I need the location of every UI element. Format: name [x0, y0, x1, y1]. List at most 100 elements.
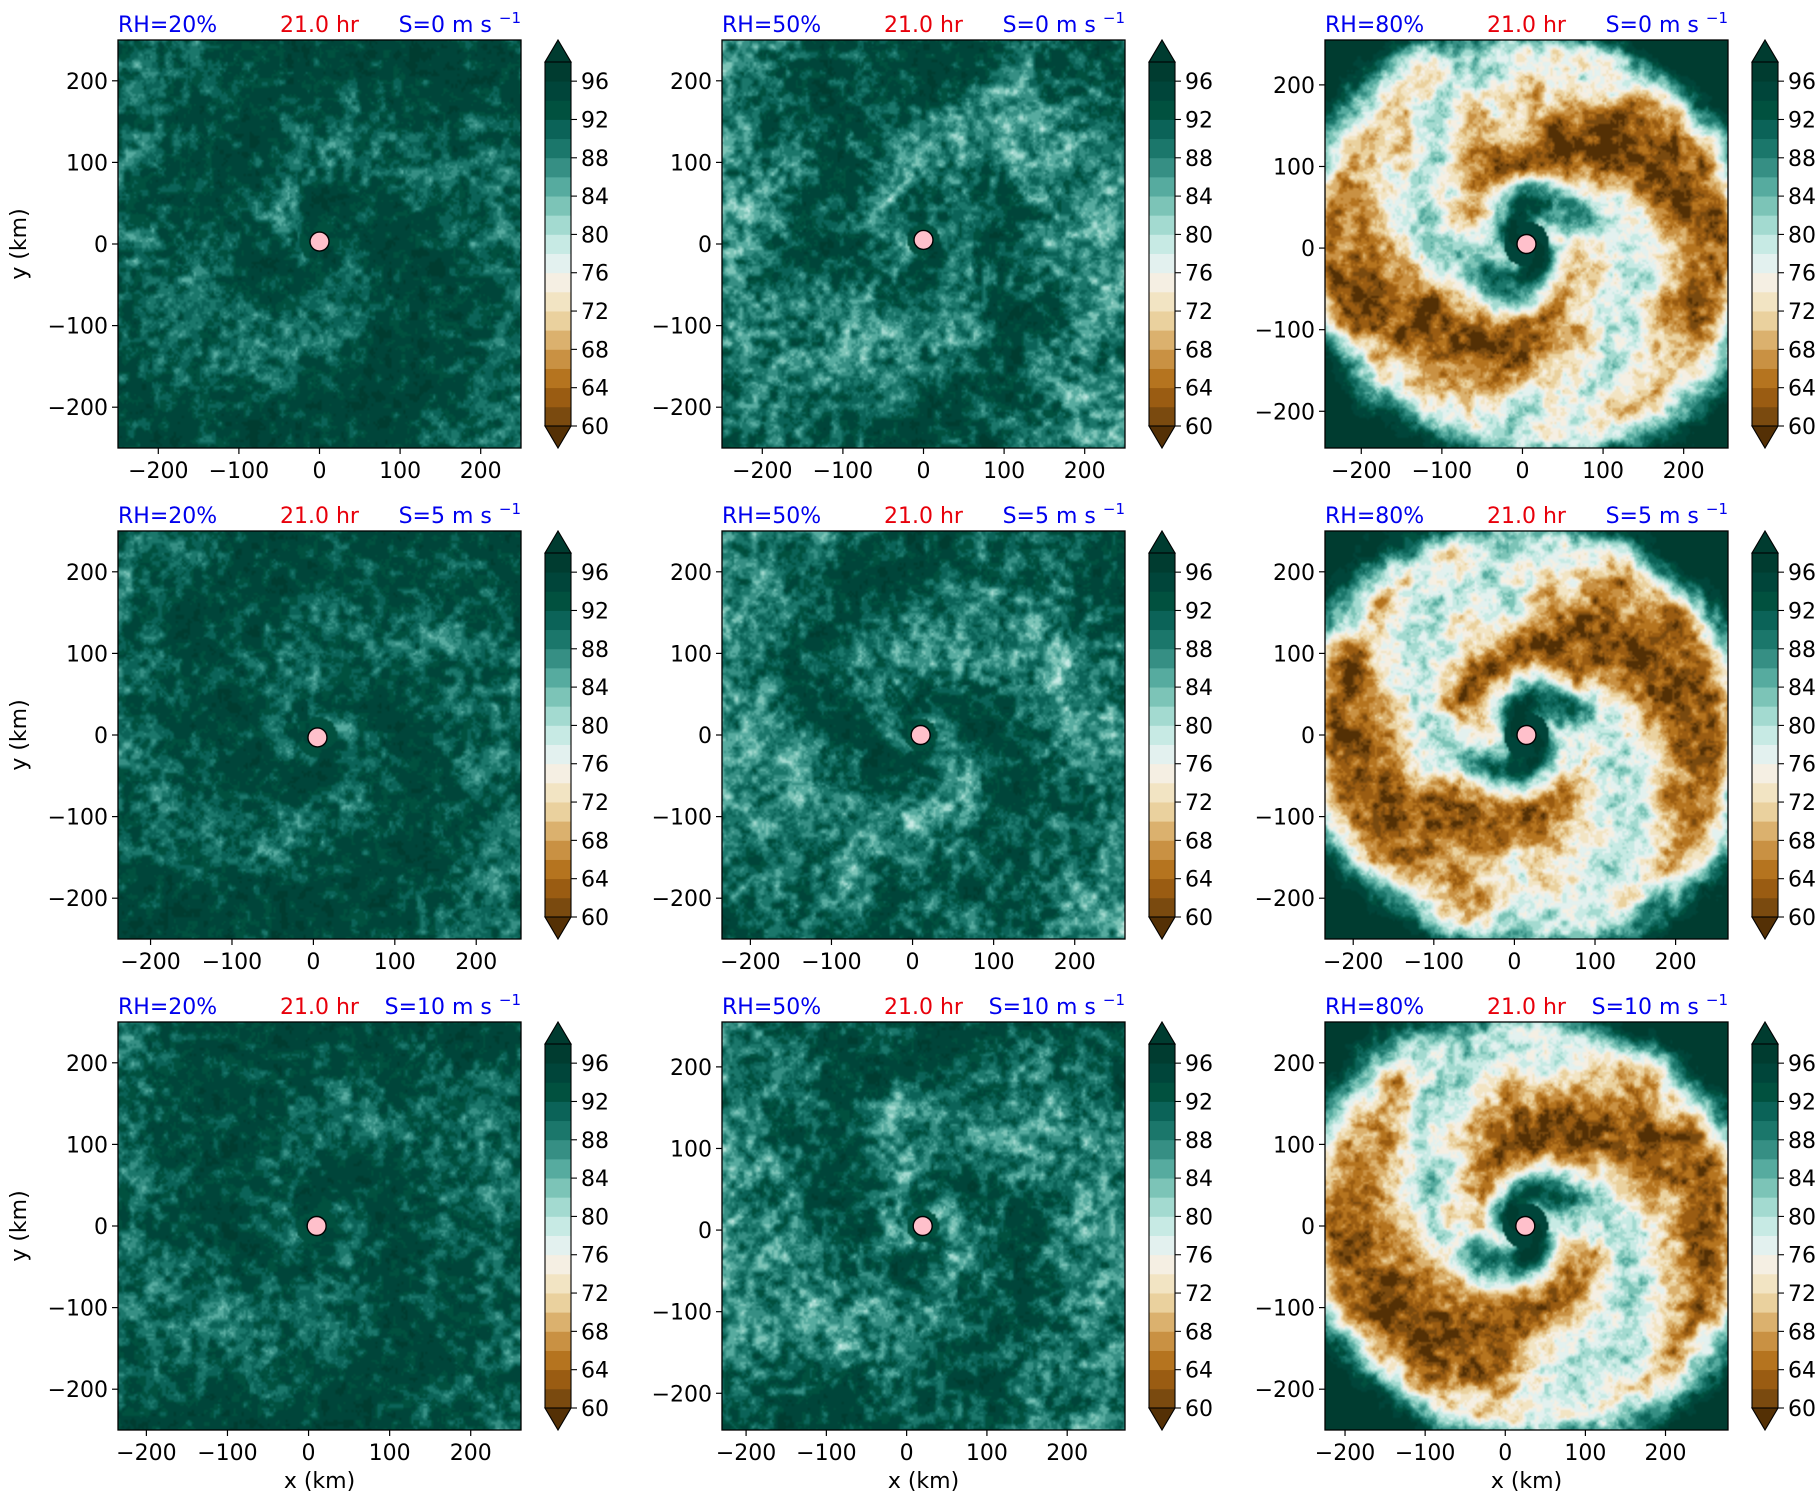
colorbar-tick-label: 80 — [1788, 714, 1816, 739]
x-tick-label: −100 — [209, 459, 269, 484]
colorbar-segment — [1752, 859, 1778, 880]
colorbar-segment — [1149, 157, 1175, 178]
x-tick-label: 100 — [379, 459, 421, 484]
colorbar-segment — [545, 311, 571, 331]
colorbar-segment — [1752, 629, 1778, 650]
panel-2: −200 −100 0 100 200 −200 −100 0 100 200 RH=50% 21.0… — [652, 9, 1213, 484]
colorbar-tick-label: 68 — [1185, 1320, 1213, 1345]
colorbar-tick-label: 60 — [1185, 906, 1213, 931]
colorbar-tick-label: 84 — [1185, 676, 1213, 701]
colorbar-tick-label: 64 — [1185, 868, 1213, 893]
colorbar-segment — [545, 725, 571, 745]
colorbar-segment — [1149, 687, 1175, 707]
colorbar-tick-label: 68 — [1788, 338, 1816, 363]
colorbar-segment — [545, 1293, 571, 1313]
colorbar-tick-label: 80 — [1788, 1205, 1816, 1230]
colorbar-segment — [1752, 744, 1778, 765]
colorbar-segment — [1752, 81, 1778, 101]
colorbar-tick-label: 72 — [1185, 791, 1213, 816]
y-tick-label: 100 — [670, 151, 712, 176]
colorbar-frame — [1751, 552, 1779, 918]
colorbar-segment — [1752, 291, 1778, 312]
colorbar-segment — [1752, 387, 1778, 408]
title-time: 21.0 hr — [884, 995, 964, 1020]
colorbar-segment — [1752, 234, 1778, 254]
colorbar-tick-label: 76 — [1788, 1244, 1816, 1269]
colorbar-tick-label: 64 — [1185, 377, 1213, 402]
colorbar-segment — [1149, 253, 1175, 274]
title-time: 21.0 hr — [1487, 13, 1567, 38]
colorbar-tick-label: 76 — [1788, 753, 1816, 778]
colorbar-segment — [1149, 349, 1175, 369]
colorbar-segment — [1752, 1350, 1778, 1371]
colorbar-tick-label: 68 — [581, 1320, 609, 1345]
x-tick-label: −200 — [116, 1441, 176, 1466]
colorbar-segment — [1752, 1139, 1778, 1160]
y-axis-label: y (km) — [7, 1190, 32, 1261]
x-tick-label: −100 — [197, 1441, 257, 1466]
title-rh: RH=80% — [1325, 995, 1424, 1020]
x-tick-label: −100 — [1404, 950, 1464, 975]
colorbar-segment — [1149, 119, 1175, 140]
y-tick-label: −100 — [48, 315, 108, 340]
colorbar-extend-max — [1751, 1020, 1779, 1045]
colorbar-segment — [1752, 1331, 1778, 1351]
colorbar-segment — [545, 100, 571, 120]
colorbar-segment — [1149, 1331, 1175, 1351]
colorbar-extend-min — [544, 425, 572, 450]
y-axis-label: y (km) — [7, 699, 32, 770]
colorbar-segment — [1149, 1388, 1175, 1409]
title-time: 21.0 hr — [280, 995, 360, 1020]
colorbar-segment — [545, 196, 571, 216]
y-tick-label: 0 — [94, 724, 108, 749]
storm-center-marker — [309, 231, 330, 252]
panel-3: −200 −100 0 100 200 −200 −100 0 100 200 RH=80% 21.0… — [1255, 9, 1816, 484]
colorbar-tick-label: 80 — [581, 1205, 609, 1230]
y-tick-label: 0 — [698, 1219, 712, 1244]
y-axis-label: y (km) — [7, 208, 32, 279]
x-tick-label: −100 — [202, 950, 262, 975]
storm-center-marker — [1515, 1215, 1536, 1237]
colorbar-segment — [1752, 1254, 1778, 1275]
colorbar-tick-label: 92 — [1185, 599, 1213, 624]
x-tick-label: 0 — [306, 950, 320, 975]
colorbar-segment — [1149, 1293, 1175, 1313]
title-shear: S=0 m s −1 — [399, 9, 521, 38]
colorbar-tick-label: 76 — [1185, 753, 1213, 778]
y-tick-label: −100 — [48, 806, 108, 831]
y-tick-label: 100 — [66, 1133, 108, 1158]
colorbar-segment — [545, 1178, 571, 1198]
colorbar-segment — [1752, 176, 1778, 197]
colorbar-segment — [545, 1235, 571, 1256]
colorbar-extend-max — [544, 1020, 572, 1045]
colorbar-segment — [545, 763, 571, 784]
colorbar-segment — [545, 840, 571, 860]
colorbar-segment — [545, 802, 571, 822]
colorbar-tick-label: 88 — [1185, 638, 1213, 663]
storm-center-marker — [1516, 724, 1537, 746]
colorbar-segment — [545, 878, 571, 899]
colorbar-tick-label: 72 — [1788, 300, 1816, 325]
storm-center-marker — [306, 1215, 327, 1237]
title-time: 21.0 hr — [1487, 995, 1567, 1020]
colorbar-tick-label: 92 — [581, 599, 609, 624]
y-tick-label: −100 — [652, 1301, 712, 1326]
x-tick-label: 100 — [1582, 459, 1624, 484]
colorbar-tick-label: 84 — [1185, 185, 1213, 210]
colorbar: 60 64 68 72 76 80 84 88 92 96 — [1751, 38, 1816, 450]
colorbar-tick-label: 96 — [1185, 561, 1213, 586]
colorbar-segment — [1149, 406, 1175, 427]
colorbar-tick-label: 96 — [581, 561, 609, 586]
colorbar-segment — [1752, 725, 1778, 745]
colorbar-segment — [545, 81, 571, 101]
colorbar-segment — [1752, 897, 1778, 918]
y-tick-label: 0 — [94, 233, 108, 258]
x-tick-label: 100 — [983, 459, 1025, 484]
colorbar-tick-label: 72 — [581, 300, 609, 325]
colorbar-tick-label: 88 — [1788, 1129, 1816, 1154]
colorbar-segment — [545, 648, 571, 669]
y-tick-label: −100 — [652, 806, 712, 831]
colorbar-segment — [545, 1139, 571, 1160]
x-tick-label: 200 — [1645, 1441, 1687, 1466]
colorbar-segment — [545, 553, 571, 573]
